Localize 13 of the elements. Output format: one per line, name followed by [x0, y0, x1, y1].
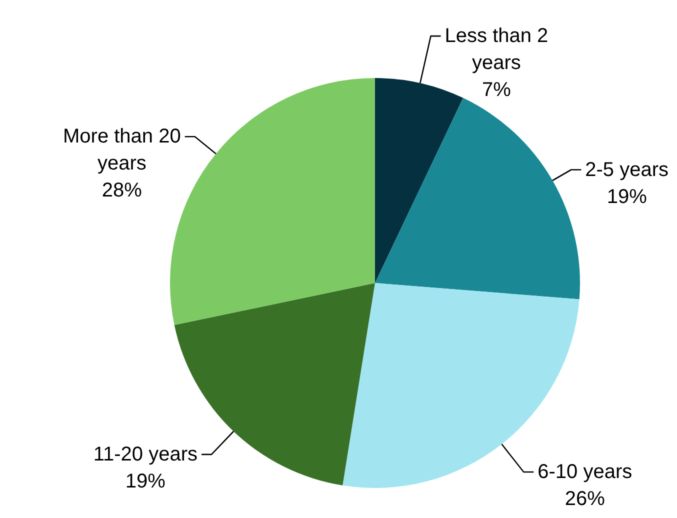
slice-label: 11-20 years	[93, 443, 198, 466]
data-label: 19%	[125, 470, 166, 492]
slice-label: Less than 2 years	[444, 25, 548, 74]
pie-slice	[375, 78, 464, 283]
slice-label: More than 20 years	[62, 126, 181, 175]
pie-slice	[342, 283, 580, 488]
pie-slice	[375, 98, 580, 300]
data-label: 19%	[606, 186, 648, 208]
slice-label: 2-5 years	[585, 158, 669, 181]
slice-label: 6-10 years	[538, 461, 632, 484]
data-label: 7%	[482, 79, 512, 102]
data-label: 28%	[102, 180, 142, 202]
data-label: 26%	[564, 488, 606, 510]
